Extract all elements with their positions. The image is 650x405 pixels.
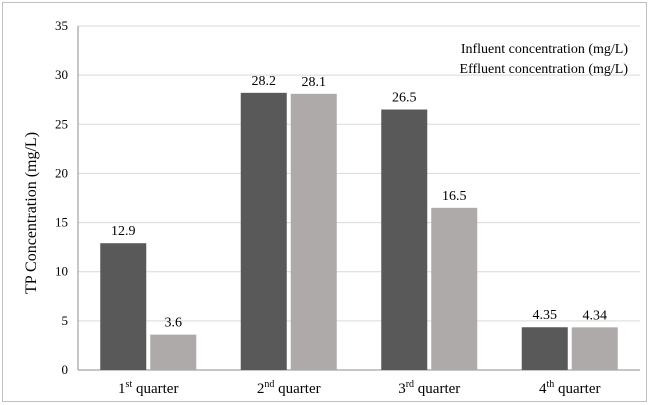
y-tick-label: 5 bbox=[62, 313, 69, 328]
bar-influent bbox=[100, 243, 147, 370]
data-label: 28.1 bbox=[302, 75, 327, 90]
data-label: 4.35 bbox=[533, 308, 558, 323]
y-tick-label: 20 bbox=[55, 165, 68, 180]
bar-effluent bbox=[571, 327, 618, 370]
bar-influent bbox=[381, 109, 428, 371]
y-axis-label: TP Concentration (mg/L) bbox=[23, 132, 40, 294]
y-tick-label: 35 bbox=[55, 18, 68, 33]
data-label: 26.5 bbox=[392, 91, 417, 106]
y-tick-label: 0 bbox=[62, 362, 69, 377]
data-label: 3.6 bbox=[165, 316, 183, 331]
y-tick-label: 10 bbox=[55, 264, 68, 279]
data-label: 28.2 bbox=[252, 74, 277, 89]
bar-effluent bbox=[290, 93, 337, 371]
x-category-label: 3rd quarter bbox=[398, 379, 460, 397]
legend-entry-influent: Influent concentration (mg/L) bbox=[461, 42, 628, 57]
bar-influent bbox=[521, 327, 568, 370]
data-label: 12.9 bbox=[111, 224, 136, 239]
data-labels: 12.9 3.6 28.2 28.1 26.5 16.5 4.35 4.34 bbox=[111, 74, 607, 331]
data-label: 16.5 bbox=[442, 189, 467, 204]
x-category-label: 2nd quarter bbox=[257, 379, 321, 397]
legend: Influent concentration (mg/L) Effluent c… bbox=[460, 42, 629, 77]
y-tick-label: 15 bbox=[55, 215, 68, 230]
gridlines bbox=[78, 25, 640, 322]
y-tick-labels: 0 5 10 15 20 25 30 35 bbox=[55, 18, 68, 377]
data-label: 4.34 bbox=[583, 308, 608, 323]
x-category-label: 1st quarter bbox=[118, 379, 178, 397]
x-category-labels: 1st quarter 2nd quarter 3rd quarter 4th qua… bbox=[118, 379, 600, 397]
bar-influent bbox=[240, 92, 287, 370]
y-tick-label: 30 bbox=[55, 67, 68, 82]
legend-entry-effluent: Effluent concentration (mg/L) bbox=[460, 62, 629, 77]
bars bbox=[100, 92, 618, 371]
bar-effluent bbox=[431, 207, 478, 370]
bar-effluent bbox=[150, 334, 197, 370]
y-tick-label: 25 bbox=[55, 116, 68, 131]
x-category-label: 4th quarter bbox=[539, 379, 601, 397]
